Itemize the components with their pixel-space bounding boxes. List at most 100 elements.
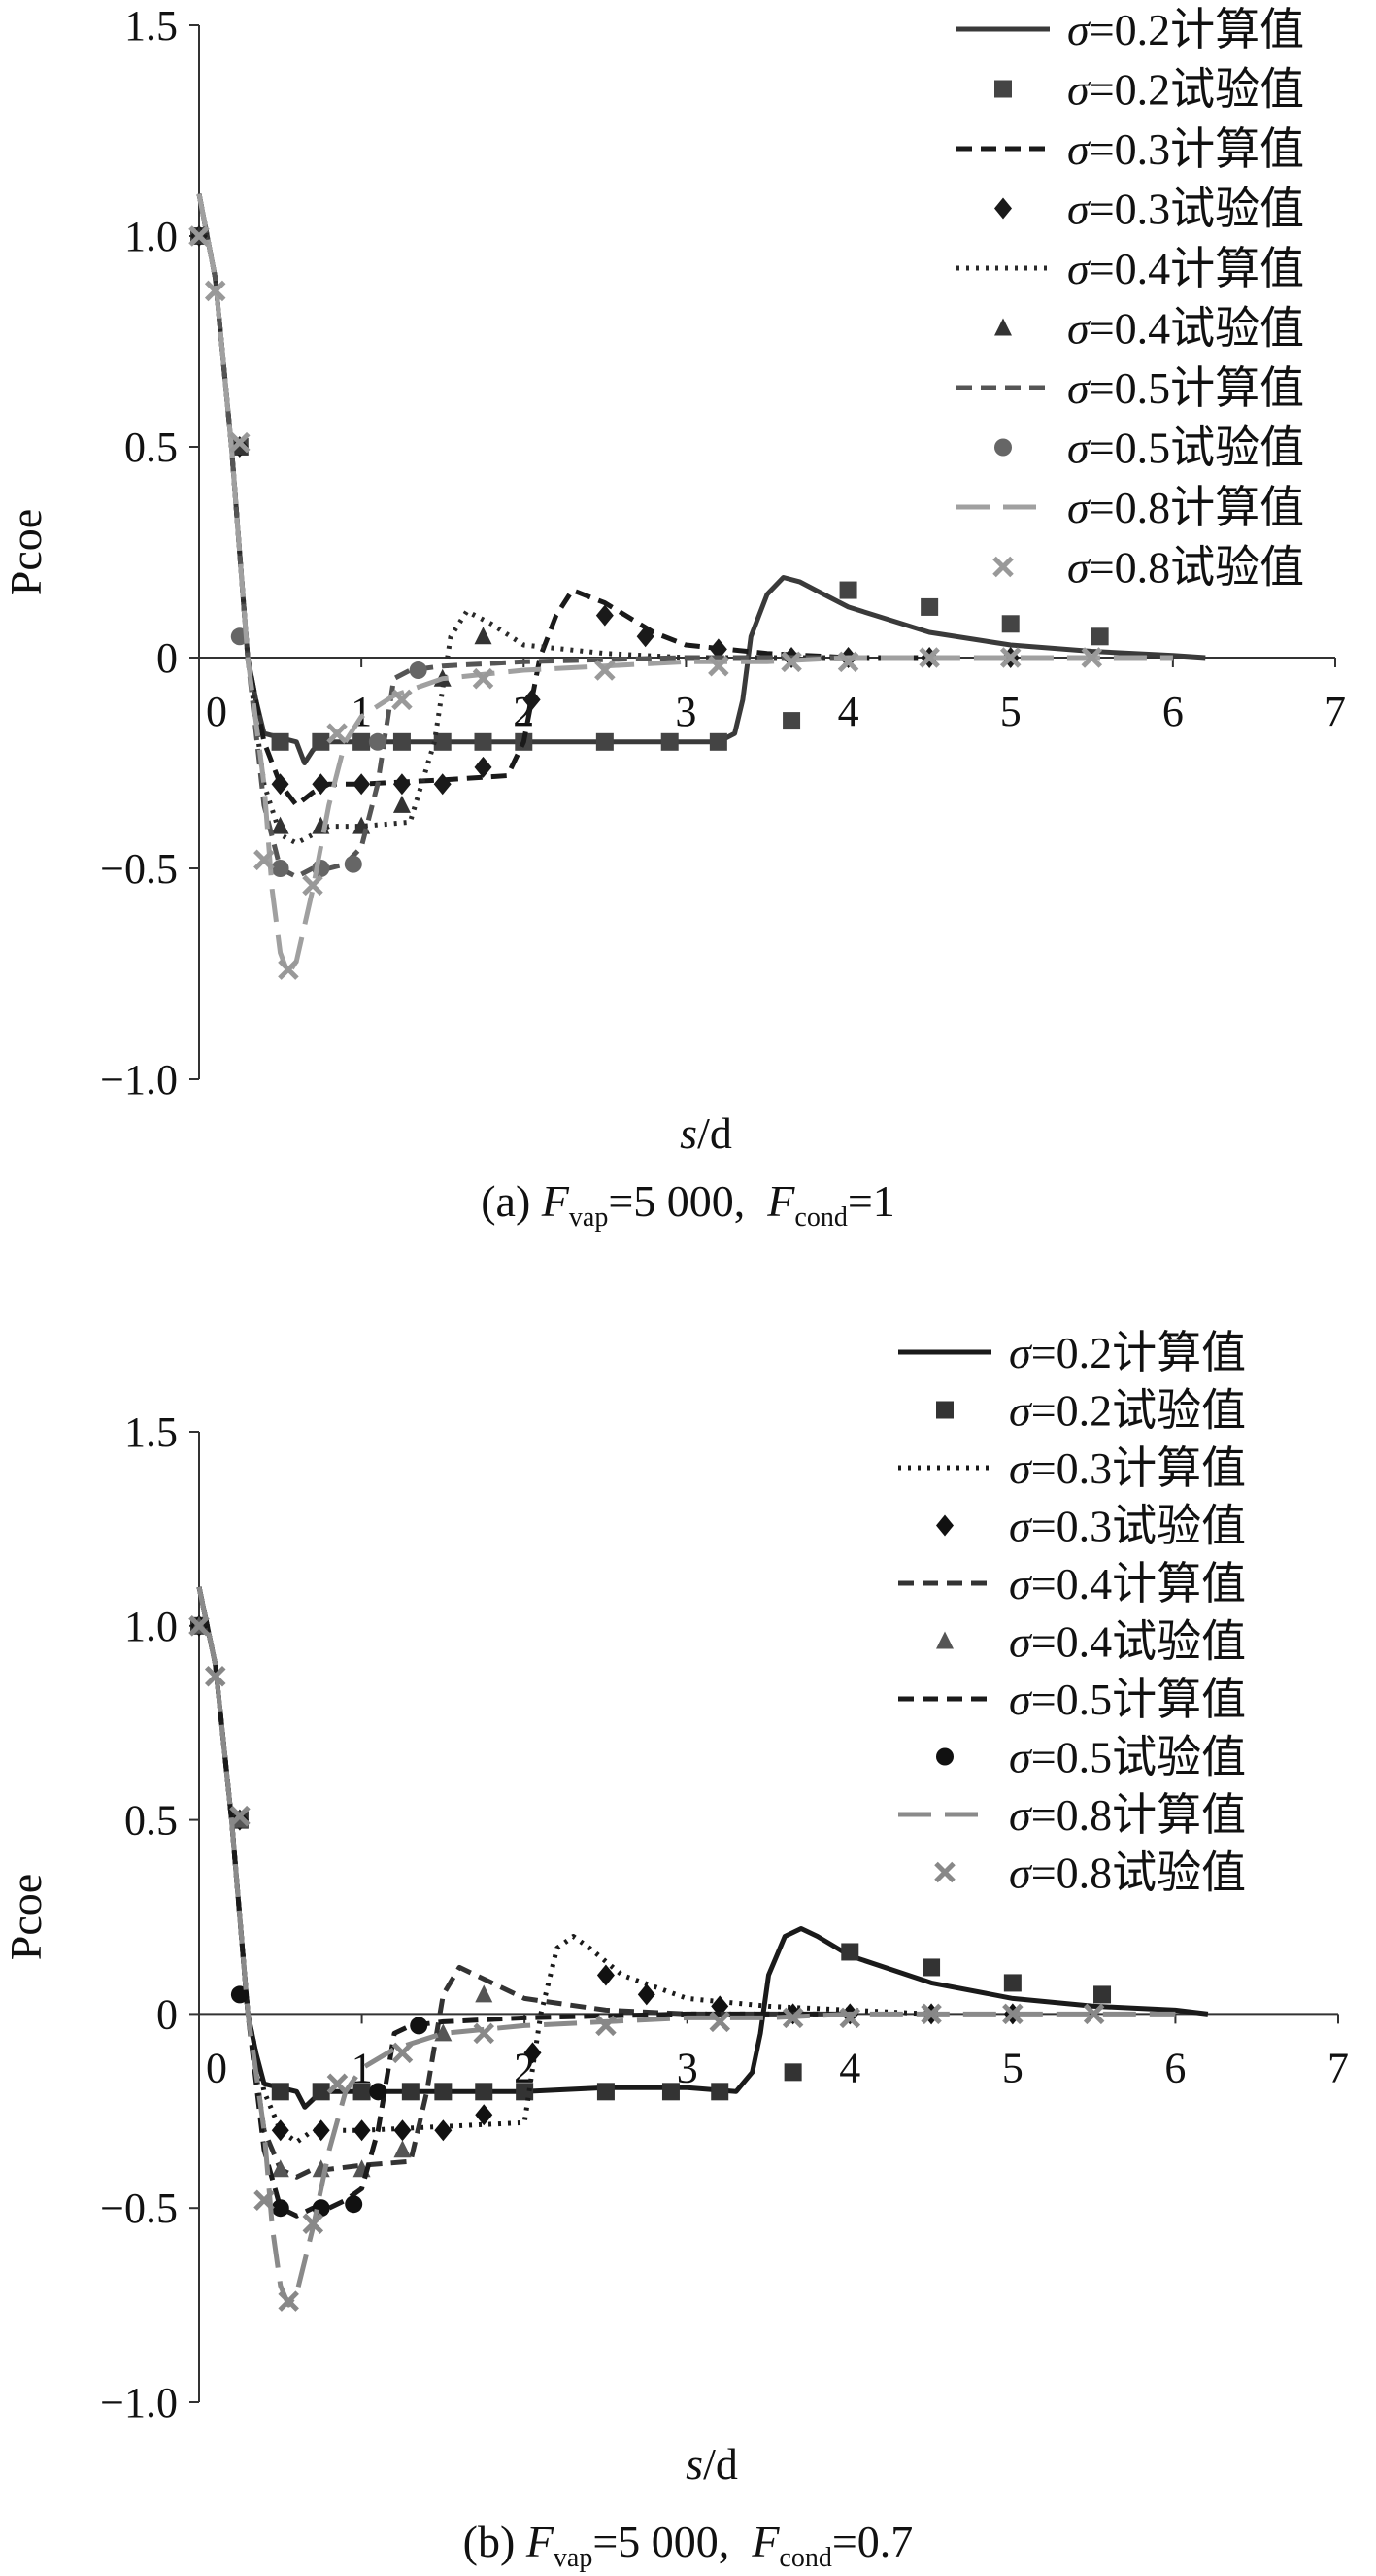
data-point [841, 1943, 859, 1961]
data-point [921, 2003, 942, 2025]
series-2 [190, 1616, 1112, 2101]
x-tick-label: 0 [206, 2044, 227, 2091]
legend-swatch [936, 1401, 954, 1419]
data-point [516, 2083, 534, 2101]
data-point [709, 732, 727, 751]
data-point [433, 773, 452, 796]
caption-a: (a) Fvap=5 000, Fcond=1 [0, 1175, 1376, 1234]
legend-entry: σ=0.2计算值 [1009, 1328, 1246, 1377]
series-10 [188, 225, 1103, 980]
y-tick-label: −0.5 [100, 845, 178, 893]
series-4 [190, 225, 1020, 796]
x-tick-label: 3 [677, 2044, 698, 2091]
data-point [782, 2007, 804, 2029]
y-tick-label: 0 [156, 1990, 178, 2038]
caption-a-f2-sub: cond [794, 1203, 848, 1234]
series-line [196, 1586, 851, 2180]
series-line [196, 193, 1206, 765]
data-point [229, 431, 251, 454]
legend-entry: σ=0.5试验值 [1009, 1733, 1246, 1782]
caption-b-prefix: (b) [462, 2517, 526, 2566]
series-3 [196, 193, 930, 808]
data-point [595, 2015, 617, 2037]
legend-entry: σ=0.3试验值 [1009, 1502, 1246, 1551]
legend-swatch [992, 556, 1014, 578]
data-point [475, 2104, 493, 2126]
x-tick-label: 4 [839, 2044, 860, 2091]
series-9 [196, 1586, 1176, 2308]
data-point [271, 732, 289, 751]
data-point [781, 651, 802, 673]
data-point [229, 1805, 251, 1827]
legend-entry: σ=0.8计算值 [1009, 1790, 1246, 1840]
x-tick-label: 7 [1327, 2044, 1349, 2091]
legend-entry: σ=0.8试验值 [1009, 1848, 1246, 1898]
data-point [312, 2083, 330, 2101]
data-point [1002, 2003, 1024, 2025]
data-point [637, 1983, 655, 2006]
data-point [393, 2140, 412, 2158]
data-point [474, 756, 492, 778]
data-point [522, 689, 541, 711]
series-7 [196, 193, 849, 880]
data-point [369, 2083, 387, 2101]
x-tick-label: 3 [675, 688, 696, 735]
data-point [278, 959, 299, 980]
data-point [391, 2042, 414, 2064]
legend-entry: σ=0.2试验值 [1009, 1386, 1246, 1436]
legend-swatch [994, 197, 1012, 220]
legend-swatch [936, 1514, 954, 1537]
data-point [1091, 627, 1109, 646]
chart-panel-a: 1.51.00.50−0.5−1.00 1 2 3 4 5 6 7Pcoes/dσ=0.2计算… [1, 2, 1346, 1158]
legend-entry: σ=0.4试验值 [1009, 1617, 1246, 1667]
legend-entry: σ=0.5计算值 [1067, 363, 1304, 413]
data-point [271, 773, 289, 796]
legend-entry: σ=0.5计算值 [1009, 1675, 1246, 1724]
y-tick-label: 0 [156, 634, 178, 682]
data-point [368, 732, 386, 751]
data-point [401, 2083, 420, 2101]
caption-b-f2-val: =0.7 [831, 2517, 914, 2566]
legend-swatch [994, 318, 1012, 336]
data-point [839, 2007, 861, 2029]
data-point [839, 581, 857, 599]
x-axis-label: s/d [680, 1108, 732, 1158]
y-tick-label: −1.0 [100, 1056, 178, 1103]
series-8 [230, 1985, 428, 2218]
y-tick-label: 1.0 [124, 1603, 178, 1650]
data-point [999, 647, 1022, 668]
data-point [921, 597, 939, 616]
data-point [278, 2290, 299, 2312]
data-point [352, 732, 371, 751]
data-point [837, 651, 859, 673]
data-point [595, 604, 614, 627]
legend-swatch [936, 1747, 954, 1766]
data-point [709, 2011, 730, 2033]
y-tick-label: 0.5 [124, 424, 178, 471]
y-axis-label: Pcoe [1, 509, 50, 595]
data-point [230, 1985, 249, 2004]
data-point [660, 732, 679, 751]
x-tick-label: 6 [1164, 2044, 1186, 2091]
legend-swatch [994, 438, 1012, 457]
data-point [393, 2119, 412, 2142]
x-tick-label: 0 [206, 688, 227, 735]
caption-b-f1-val: =5 000, [592, 2517, 753, 2566]
data-point [352, 773, 371, 796]
x-tick-label: 5 [1000, 688, 1022, 735]
series-10 [188, 1615, 1105, 2312]
data-point [312, 2119, 330, 2142]
caption-b-f2: F [752, 2517, 780, 2566]
data-point [434, 2023, 453, 2042]
legend-entry: σ=0.2试验值 [1067, 65, 1304, 115]
x-tick-label: 5 [1002, 2044, 1024, 2091]
data-point [784, 2063, 802, 2082]
caption-b-f2-sub: cond [779, 2543, 832, 2574]
series-line [196, 193, 930, 808]
legend-entry: σ=0.5试验值 [1067, 424, 1304, 473]
data-point [1093, 1985, 1112, 2004]
data-point [271, 860, 289, 877]
data-point [596, 1964, 615, 1986]
y-tick-label: 0.5 [124, 1797, 178, 1845]
y-tick-label: −0.5 [100, 2185, 178, 2232]
